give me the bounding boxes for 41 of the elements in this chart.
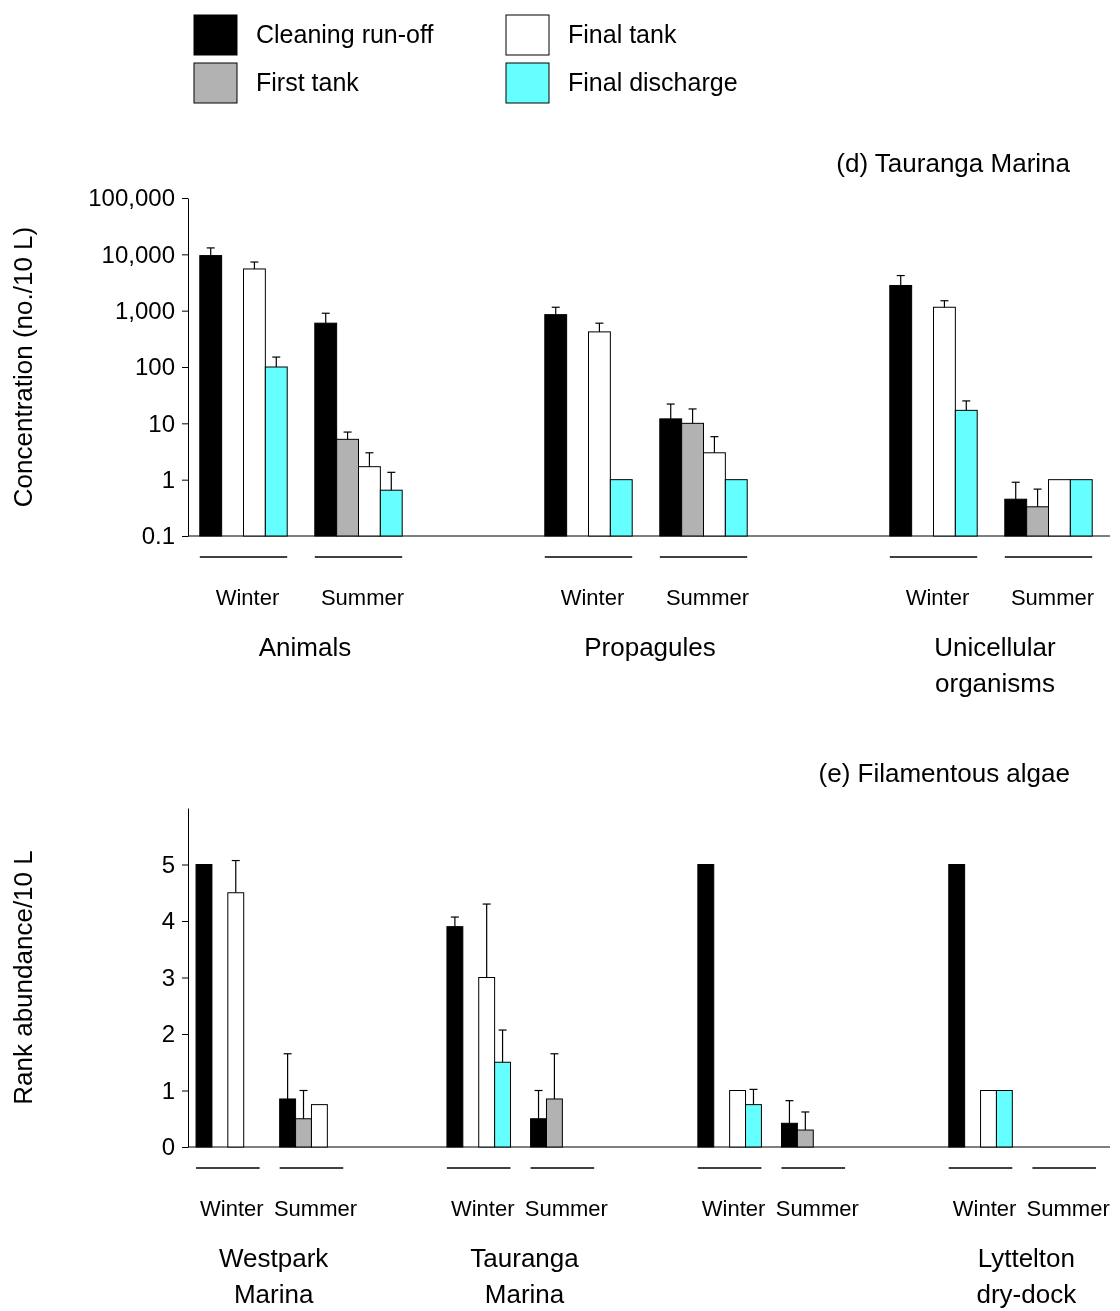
y-tick-label: 2 [161, 1020, 175, 1048]
x-tick-label: Summer [273, 1195, 358, 1221]
x-tick-label: Summer [320, 584, 405, 610]
text: Unicellular organisms [934, 632, 1057, 698]
y-tick-label: 10,000 [101, 240, 175, 268]
x-tick-label: Winter [560, 584, 625, 610]
y-tick-label: 1,000 [114, 296, 175, 324]
y-tick-label: 100 [134, 353, 175, 381]
text: Lyttelton dry-dock [976, 1243, 1078, 1309]
y-tick-label: 10 [148, 409, 175, 437]
y-tick-label: 1 [161, 1076, 175, 1104]
legend-label: Final discharge [568, 68, 738, 96]
y-tick-label: 4 [161, 907, 175, 935]
x-tick-label: Winter [905, 584, 970, 610]
x-tick-label: Winter [215, 584, 280, 610]
y-tick-label: 0.1 [141, 522, 175, 550]
text: Tauranga Marina [470, 1243, 580, 1309]
x-tick-label: Summer [524, 1195, 608, 1221]
x-tick-label: Summer [665, 584, 750, 610]
y-tick-label: 3 [161, 963, 175, 991]
chart-title: (d) Tauranga Marina [836, 148, 1071, 178]
y-tick-label: 1 [161, 465, 175, 493]
y-tick-label: 100,000 [88, 184, 175, 212]
y-tick-label: 5 [161, 850, 175, 878]
legend-label: Final tank [568, 20, 677, 48]
x-tick-label: Summer [775, 1195, 859, 1221]
text: Propagules [584, 632, 716, 662]
text: Westpark Marina [218, 1243, 330, 1309]
y-axis-title: Rank abundance/10 L [8, 850, 38, 1105]
x-tick-label: Summer [1026, 1195, 1110, 1221]
x-tick-label: Winter [701, 1195, 766, 1221]
x-tick-label: Winter [450, 1195, 515, 1221]
x-tick-label: Winter [200, 1195, 264, 1221]
legend-label: First tank [256, 68, 360, 96]
legend-label: Cleaning run-off [256, 20, 434, 48]
y-axis-title: Concentration (no./10 L) [8, 226, 38, 508]
x-tick-label: Winter [952, 1195, 1017, 1221]
chart-title: (e) Filamentous algae [818, 758, 1070, 788]
y-tick-label: 0 [161, 1133, 175, 1161]
text: Animals [258, 632, 352, 662]
x-tick-label: Summer [1010, 584, 1095, 610]
